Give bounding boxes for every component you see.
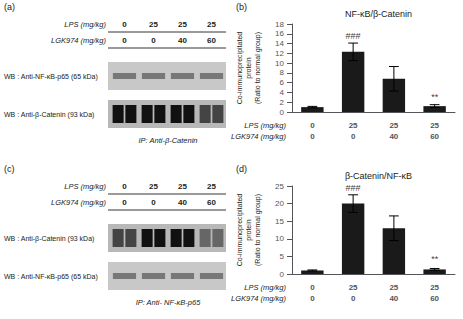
- svg-text:**: **: [431, 254, 439, 264]
- svg-text:40: 40: [389, 294, 398, 303]
- svg-text:25: 25: [178, 182, 187, 191]
- svg-text:(a): (a): [4, 2, 15, 12]
- svg-text:10: 10: [275, 59, 284, 68]
- svg-text:WB : Anti-β-Catenin (93 kDa): WB : Anti-β-Catenin (93 kDa): [4, 111, 94, 119]
- svg-text:β-Catenin/NF-κB: β-Catenin/NF-κB: [345, 171, 412, 181]
- svg-text:25: 25: [275, 182, 284, 191]
- svg-text:IP: Anti-β-Catenin: IP: Anti-β-Catenin: [138, 136, 197, 145]
- svg-text:10: 10: [275, 234, 284, 243]
- svg-text:(b): (b): [236, 2, 247, 12]
- svg-text:0: 0: [310, 121, 315, 130]
- svg-text:0: 0: [280, 270, 285, 279]
- svg-text:LPS (mg/kg): LPS (mg/kg): [244, 283, 286, 292]
- svg-text:25: 25: [430, 121, 439, 130]
- svg-text:0: 0: [151, 36, 156, 45]
- svg-text:0: 0: [151, 198, 156, 207]
- svg-text:0: 0: [122, 182, 127, 191]
- svg-text:25: 25: [178, 20, 187, 29]
- svg-text:WB : Anti-NF-κB-p65 (65 kDa): WB : Anti-NF-κB-p65 (65 kDa): [4, 73, 98, 81]
- svg-text:0: 0: [310, 294, 315, 303]
- svg-text:25: 25: [207, 182, 216, 191]
- svg-text:40: 40: [178, 36, 187, 45]
- svg-text:0: 0: [310, 132, 315, 141]
- svg-text:0: 0: [280, 108, 285, 117]
- svg-text:WB : Anti-β-Catenin (93 kDa): WB : Anti-β-Catenin (93 kDa): [4, 235, 94, 243]
- svg-text:25: 25: [430, 283, 439, 292]
- svg-text:40: 40: [389, 132, 398, 141]
- svg-text:LPS (mg/kg): LPS (mg/kg): [244, 121, 286, 130]
- svg-text:Co-immunoprecipitated: Co-immunoprecipitated: [236, 32, 244, 104]
- svg-text:15: 15: [275, 217, 284, 226]
- svg-text:14: 14: [275, 39, 284, 48]
- svg-text:4: 4: [280, 88, 285, 97]
- svg-text:**: **: [431, 92, 439, 102]
- svg-text:60: 60: [207, 36, 216, 45]
- svg-text:LPS (mg/kg): LPS (mg/kg): [64, 182, 106, 191]
- svg-text:0: 0: [122, 198, 127, 207]
- svg-text:25: 25: [349, 283, 358, 292]
- svg-text:40: 40: [178, 198, 187, 207]
- svg-text:(d): (d): [236, 164, 247, 174]
- svg-text:LGK974 (mg/kg): LGK974 (mg/kg): [51, 198, 107, 207]
- svg-text:5: 5: [280, 252, 285, 261]
- svg-text:20: 20: [275, 199, 284, 208]
- svg-text:IP: Anti- NF-κB-p65: IP: Anti- NF-κB-p65: [136, 298, 202, 307]
- svg-text:LGK974 (mg/kg): LGK974 (mg/kg): [231, 294, 287, 303]
- svg-text:0: 0: [351, 132, 356, 141]
- svg-text:2: 2: [280, 98, 285, 107]
- svg-text:16: 16: [275, 29, 284, 38]
- svg-text:protein: protein: [245, 219, 253, 241]
- svg-text:###: ###: [346, 183, 361, 193]
- svg-text:25: 25: [149, 182, 158, 191]
- svg-text:protein: protein: [245, 57, 253, 79]
- svg-text:Co-immunoprecipitated: Co-immunoprecipitated: [236, 194, 244, 266]
- svg-text:###: ###: [346, 31, 361, 41]
- svg-text:25: 25: [207, 20, 216, 29]
- svg-text:60: 60: [430, 294, 439, 303]
- svg-text:(Ratio to normal group): (Ratio to normal group): [254, 32, 262, 104]
- svg-text:WB : Anti-NF-κB-p65 (65 kDa): WB : Anti-NF-κB-p65 (65 kDa): [4, 273, 98, 281]
- svg-text:18: 18: [275, 20, 284, 29]
- svg-text:0: 0: [351, 294, 356, 303]
- svg-text:LGK974 (mg/kg): LGK974 (mg/kg): [51, 36, 107, 45]
- svg-text:25: 25: [389, 283, 398, 292]
- svg-text:25: 25: [349, 121, 358, 130]
- svg-text:12: 12: [275, 49, 284, 58]
- svg-text:8: 8: [280, 68, 285, 77]
- svg-text:25: 25: [389, 121, 398, 130]
- svg-text:60: 60: [207, 198, 216, 207]
- svg-text:60: 60: [430, 132, 439, 141]
- svg-text:(c): (c): [4, 164, 15, 174]
- svg-text:LGK974 (mg/kg): LGK974 (mg/kg): [231, 132, 287, 141]
- svg-text:0: 0: [122, 20, 127, 29]
- svg-text:(Ratio to normal group): (Ratio to normal group): [254, 194, 262, 266]
- svg-text:0: 0: [122, 36, 127, 45]
- svg-text:LPS (mg/kg): LPS (mg/kg): [64, 20, 106, 29]
- svg-text:NF-κB/β-Catenin: NF-κB/β-Catenin: [345, 9, 412, 19]
- svg-text:6: 6: [280, 78, 285, 87]
- svg-text:0: 0: [310, 283, 315, 292]
- svg-text:25: 25: [149, 20, 158, 29]
